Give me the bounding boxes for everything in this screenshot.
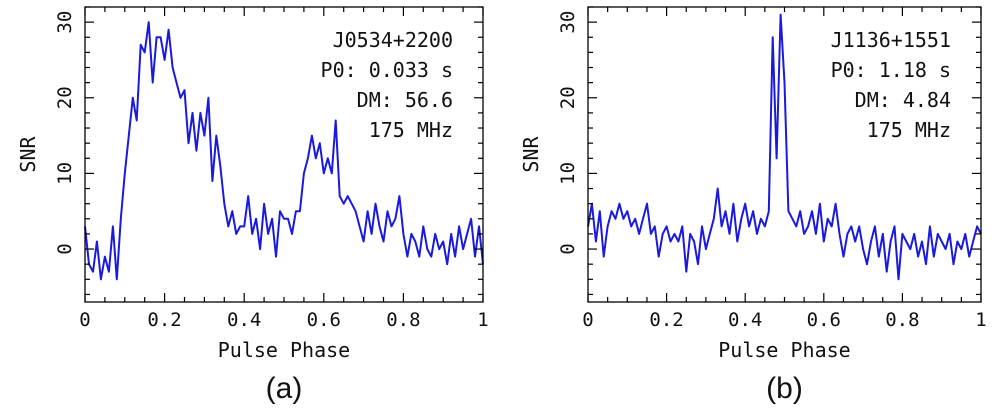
y-tick-label: 30 — [54, 11, 76, 34]
y-tick-label: 0 — [557, 243, 579, 254]
x-tick-label: 0.6 — [307, 309, 341, 331]
y-tick-label: 0 — [54, 243, 76, 254]
x-tick-label: 0 — [582, 309, 593, 331]
annotation-text: J0534+2200 — [333, 28, 453, 52]
panel-label: (b) — [766, 372, 803, 405]
x-tick-label: 0.4 — [227, 309, 261, 331]
x-tick-label: 0.8 — [386, 309, 420, 331]
annotation-text: 175 MHz — [369, 118, 453, 142]
x-tick-label: 0.2 — [649, 309, 683, 331]
y-tick-label: 20 — [557, 86, 579, 109]
x-tick-label: 1 — [975, 309, 986, 331]
annotation-text: DM: 4.84 — [855, 88, 951, 112]
y-axis-label: SNR — [16, 135, 40, 172]
annotation-text: 175 MHz — [867, 118, 951, 142]
panel-label: (a) — [266, 372, 303, 405]
x-tick-label: 0.4 — [728, 309, 762, 331]
x-axis-label: Pulse Phase — [218, 338, 350, 362]
series-line — [84, 21, 484, 281]
x-tick-label: 1 — [477, 309, 488, 331]
x-tick-label: 0 — [79, 309, 90, 331]
x-tick-label: 0.8 — [885, 309, 919, 331]
annotation-text: P0: 0.033 s — [321, 58, 453, 82]
series-line — [587, 13, 982, 281]
annotation-text: P0: 1.18 s — [831, 58, 951, 82]
annotation-text: DM: 56.6 — [357, 88, 453, 112]
y-tick-label: 10 — [54, 162, 76, 185]
annotation-text: J1136+1551 — [831, 28, 951, 52]
x-tick-label: 0.6 — [807, 309, 841, 331]
y-axis-label: SNR — [519, 135, 543, 172]
x-axis-label: Pulse Phase — [718, 338, 850, 362]
x-tick-label: 0.2 — [147, 309, 181, 331]
y-tick-label: 10 — [557, 162, 579, 185]
y-tick-label: 20 — [54, 86, 76, 109]
y-tick-label: 30 — [557, 11, 579, 34]
